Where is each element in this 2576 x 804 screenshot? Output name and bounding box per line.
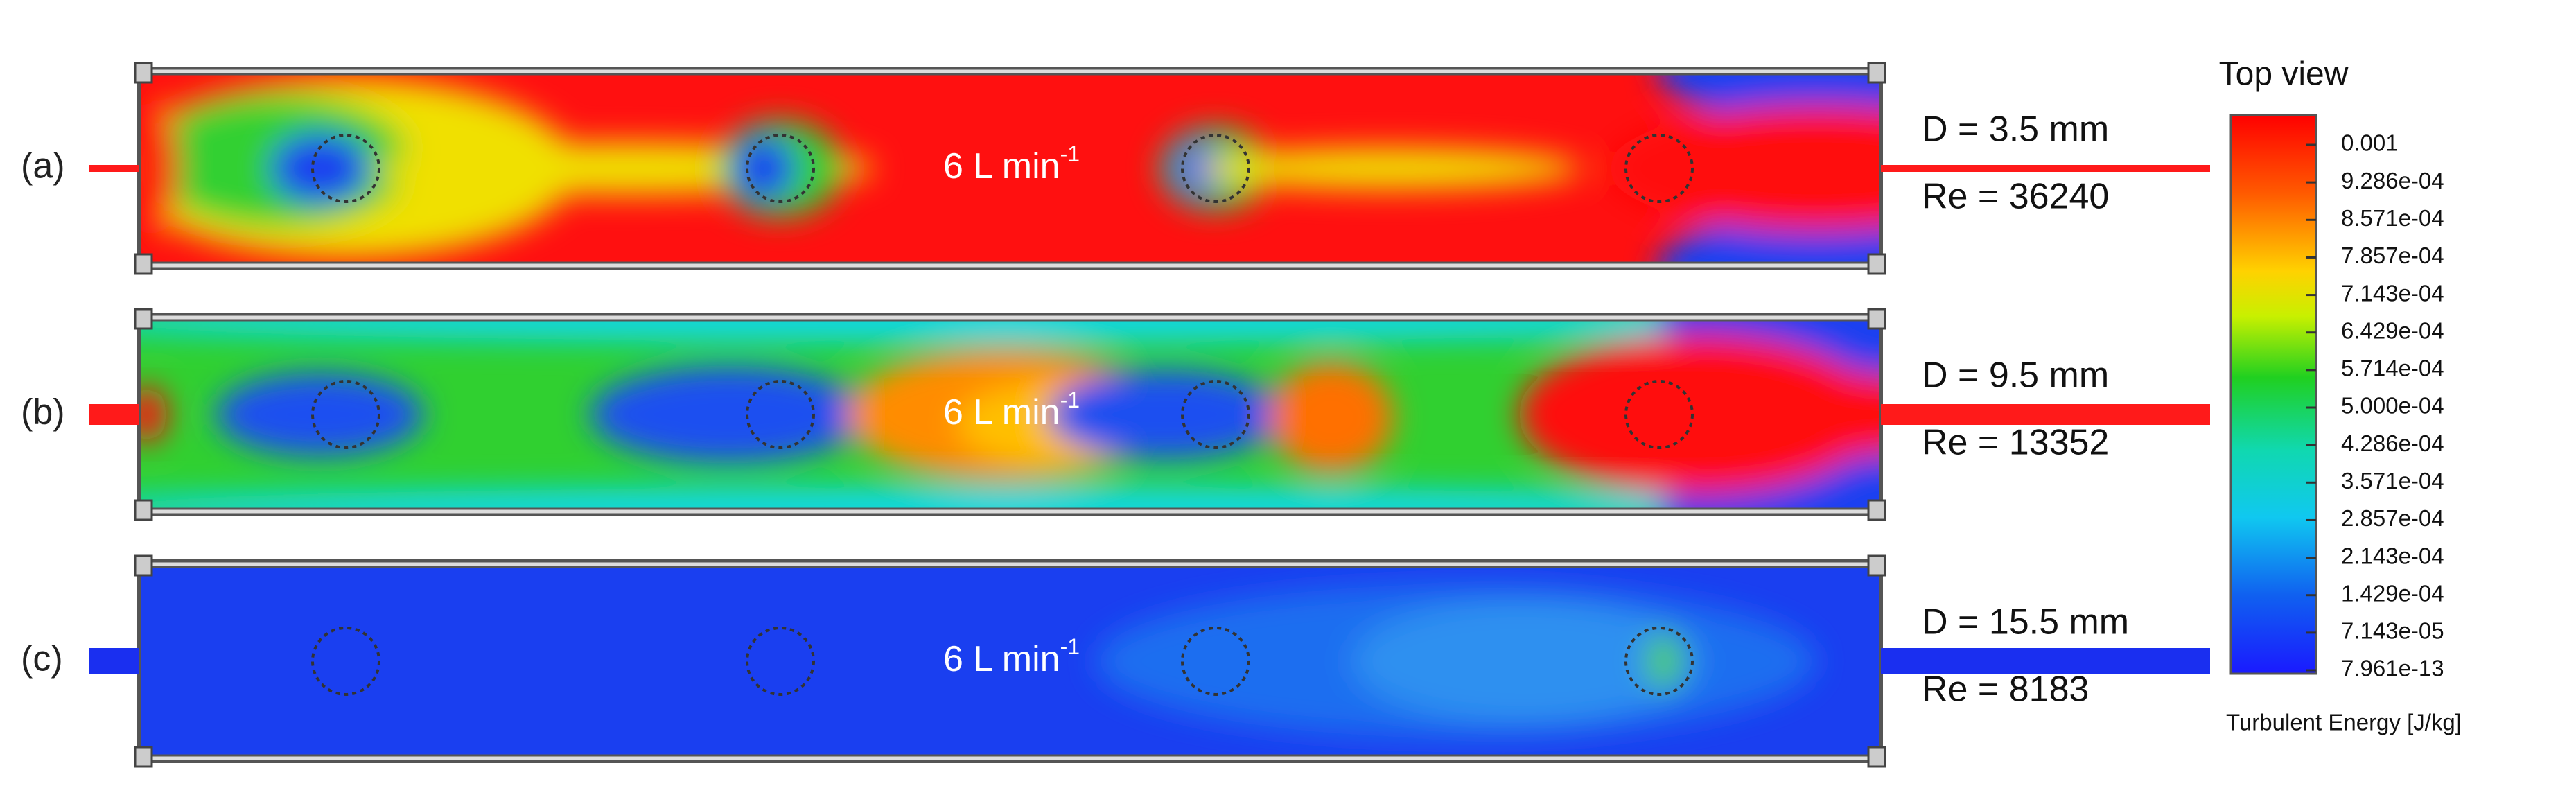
end-cap	[1867, 308, 1886, 330]
contour-field	[139, 567, 1881, 755]
baffle-outline	[311, 380, 380, 449]
baffle-outline	[311, 134, 380, 203]
flow-rate-text: 6 L min	[943, 146, 1060, 186]
end-cap	[134, 746, 153, 768]
field-blobs	[1096, 585, 1816, 737]
baffle-outline	[1624, 380, 1694, 449]
flow-rate: 6 L min-1	[943, 387, 1080, 432]
diameter: D = 15.5 mm	[1922, 602, 2129, 643]
field-blobs	[139, 74, 1881, 263]
field-region	[139, 387, 167, 442]
end-cap	[134, 308, 153, 330]
baffle-outline	[746, 380, 815, 449]
end-cap	[1867, 746, 1886, 768]
channel-wall-top	[138, 560, 1882, 568]
colorbar-tick-label: 7.143e-05	[2341, 618, 2444, 644]
field-region	[139, 99, 177, 238]
colorbar-tick-label: 4.286e-04	[2341, 430, 2444, 456]
end-cap	[1867, 499, 1886, 521]
contour-panel: (a) 6 L min-1 D = 3.5 mm Re = 36240	[21, 62, 2210, 275]
end-cap	[134, 62, 153, 84]
panel-label: (b)	[21, 392, 65, 432]
channel-wall-top	[138, 313, 1882, 322]
end-cap	[1867, 62, 1886, 84]
colorbar-tick-label: 7.143e-04	[2341, 280, 2444, 306]
flow-rate-exponent: -1	[1060, 634, 1080, 659]
colorbar-title: Top view	[2219, 56, 2349, 93]
colorbar-tick-label: 6.429e-04	[2341, 317, 2444, 343]
field-region	[216, 373, 423, 456]
baffle-outline	[1181, 380, 1250, 449]
inlet	[89, 648, 139, 674]
flow-rate-text: 6 L min	[943, 639, 1060, 679]
field-region	[1047, 369, 1283, 460]
field-region	[590, 366, 867, 463]
end-cap	[134, 554, 153, 577]
colorbar-tick-label: 2.143e-04	[2341, 543, 2444, 568]
panel-label: (a)	[21, 146, 65, 186]
flow-rate-exponent: -1	[1060, 141, 1080, 166]
field-region	[1352, 599, 1699, 724]
contour-field	[139, 74, 1881, 263]
colorbar-tick-label: 5.714e-04	[2341, 356, 2444, 381]
field-region	[1789, 373, 1881, 456]
colorbar	[2229, 114, 2317, 675]
contour-panel: (b) 6 L min-1 D = 9.5 mm Re = 13352	[21, 308, 2210, 521]
colorbar-label: Turbulent Energy [J/kg]	[2226, 710, 2462, 735]
field-region	[1609, 106, 1881, 231]
field-region	[1193, 148, 1581, 189]
channel-wall-bottom	[138, 507, 1882, 516]
end-cap	[134, 253, 153, 275]
field-region	[1647, 633, 1681, 689]
field-blobs	[139, 320, 1881, 509]
end-cap	[1867, 253, 1886, 275]
colorbar-tick-label: 8.571e-04	[2341, 205, 2444, 231]
diameter: D = 3.5 mm	[1922, 110, 2109, 150]
field-region	[1518, 335, 1879, 494]
outlet	[1881, 404, 2210, 425]
flow-rate: 6 L min-1	[943, 634, 1080, 679]
baffle-outline	[1624, 134, 1694, 203]
inlet	[89, 165, 139, 172]
channel-wall-bottom	[138, 261, 1882, 270]
baffle-outline	[746, 627, 815, 696]
diameter: D = 9.5 mm	[1922, 356, 2109, 396]
reynolds-number: Re = 8183	[1922, 670, 2089, 710]
colorbar-tick-label: 0.001	[2341, 130, 2399, 156]
flow-rate-exponent: -1	[1060, 387, 1080, 412]
outlet	[1881, 165, 2210, 172]
baffle-outline	[746, 134, 815, 203]
field-region	[1269, 362, 1394, 473]
contour-field	[139, 320, 1881, 509]
flow-rate: 6 L min-1	[943, 141, 1080, 186]
channel-wall-bottom	[138, 754, 1882, 762]
outlet	[1881, 648, 2210, 674]
field-region	[732, 137, 794, 200]
baffle-outline	[1181, 134, 1250, 203]
end-cap	[134, 499, 153, 521]
flow-rate-text: 6 L min	[943, 392, 1060, 432]
baffle-outline	[311, 627, 380, 696]
contour-panel: (c) 6 L min-1 D = 15.5 mm Re = 8183	[21, 554, 2210, 768]
field-region	[139, 320, 1881, 341]
baffle-outline	[1624, 627, 1694, 696]
panel-label: (c)	[21, 639, 63, 679]
end-cap	[1867, 554, 1886, 577]
colorbar-tick-label: 7.857e-04	[2341, 243, 2444, 268]
colorbar-tick-label: 7.961e-13	[2341, 656, 2444, 681]
reynolds-number: Re = 36240	[1922, 177, 2109, 217]
field-region	[271, 134, 368, 203]
channel-wall-top	[138, 67, 1882, 76]
colorbar-tick-label: 2.857e-04	[2341, 505, 2444, 531]
colorbar-tick-label: 9.286e-04	[2341, 168, 2444, 193]
colorbar-tick-label: 3.571e-04	[2341, 468, 2444, 493]
colorbar-tick-label: 5.000e-04	[2341, 393, 2444, 419]
field-region	[139, 488, 1881, 509]
reynolds-number: Re = 13352	[1922, 423, 2109, 463]
baffle-outline	[1181, 627, 1250, 696]
inlet	[89, 404, 139, 425]
colorbar-tick-label: 1.429e-04	[2341, 580, 2444, 606]
